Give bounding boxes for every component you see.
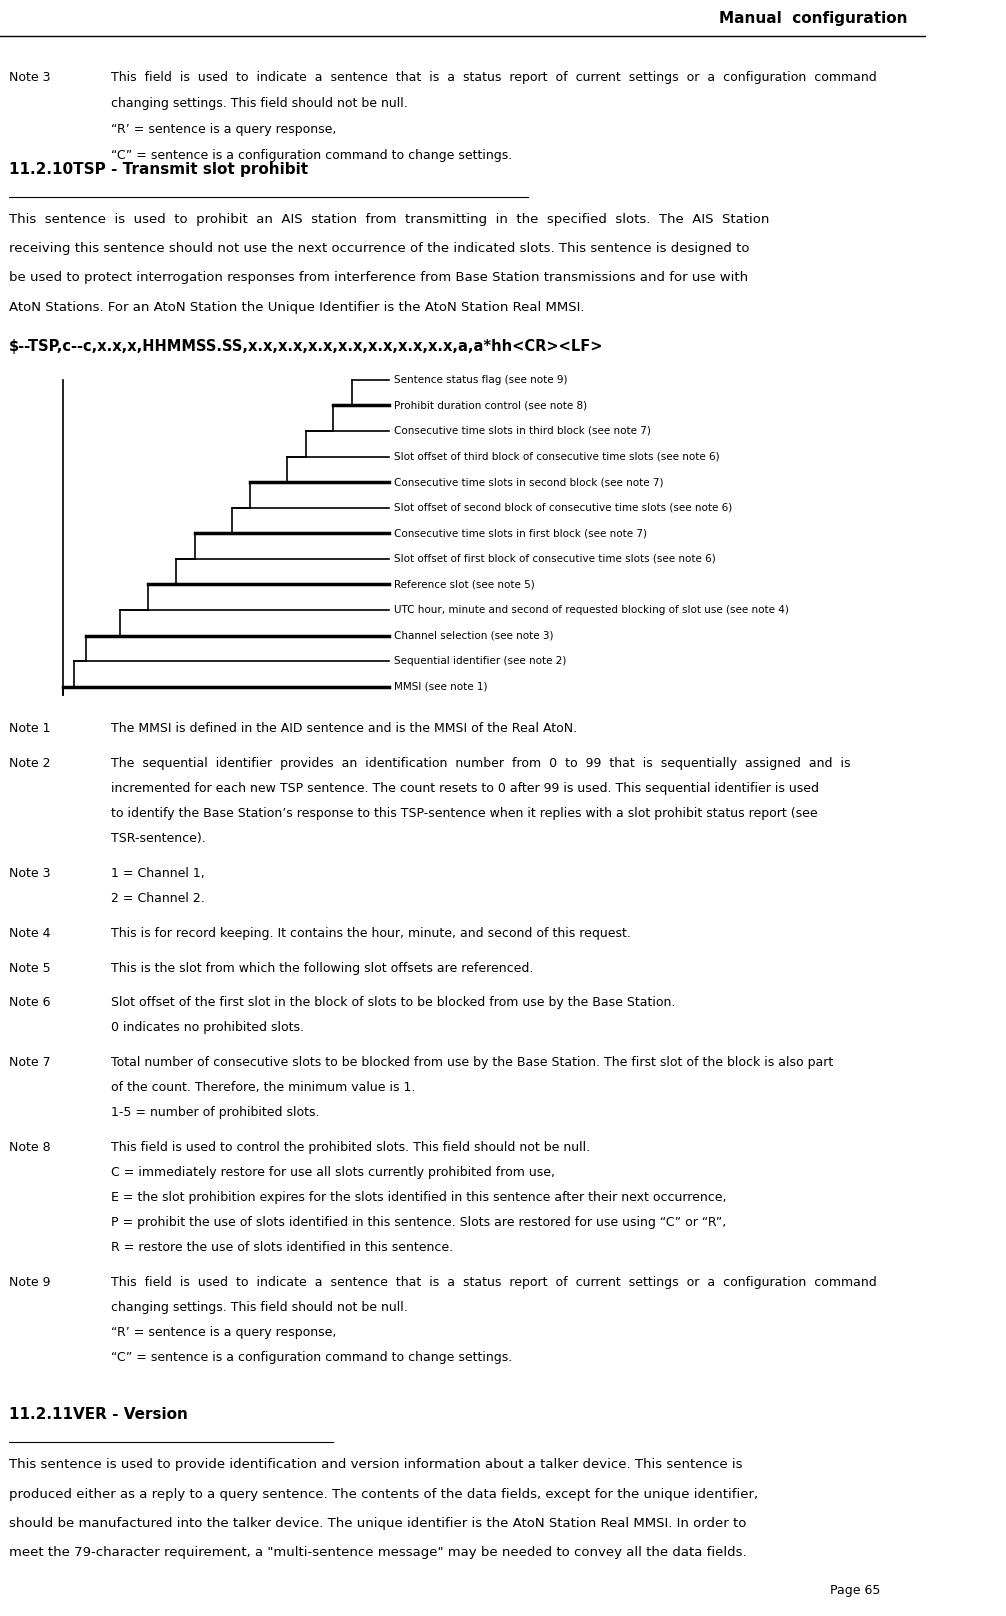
Text: Channel selection (see note 3): Channel selection (see note 3) — [393, 630, 553, 640]
Text: Sequential identifier (see note 2): Sequential identifier (see note 2) — [393, 656, 566, 666]
Text: Slot offset of third block of consecutive time slots (see note 6): Slot offset of third block of consecutiv… — [393, 451, 719, 462]
Text: Note 3: Note 3 — [9, 71, 50, 84]
Text: changing settings. This field should not be null.: changing settings. This field should not… — [111, 97, 407, 110]
Text: This field is used to control the prohibited slots. This field should not be nul: This field is used to control the prohib… — [111, 1141, 591, 1154]
Text: Note 2: Note 2 — [9, 756, 50, 771]
Text: Page 65: Page 65 — [830, 1584, 880, 1597]
Text: produced either as a reply to a query sentence. The contents of the data fields,: produced either as a reply to a query se… — [9, 1487, 759, 1501]
Text: “R’ = sentence is a query response,: “R’ = sentence is a query response, — [111, 1325, 337, 1340]
Text: of the count. Therefore, the minimum value is 1.: of the count. Therefore, the minimum val… — [111, 1081, 415, 1094]
Text: C = immediately restore for use all slots currently prohibited from use,: C = immediately restore for use all slot… — [111, 1165, 555, 1180]
Text: This sentence is used to provide identification and version information about a : This sentence is used to provide identif… — [9, 1458, 742, 1472]
Text: “C” = sentence is a configuration command to change settings.: “C” = sentence is a configuration comman… — [111, 149, 512, 162]
Text: This is for record keeping. It contains the hour, minute, and second of this req: This is for record keeping. It contains … — [111, 926, 631, 941]
Text: This is the slot from which the following slot offsets are referenced.: This is the slot from which the followin… — [111, 962, 533, 974]
Text: Consecutive time slots in third block (see note 7): Consecutive time slots in third block (s… — [393, 427, 651, 436]
Text: AtoN Stations. For an AtoN Station the Unique Identifier is the AtoN Station Rea: AtoN Stations. For an AtoN Station the U… — [9, 301, 584, 314]
Text: The  sequential  identifier  provides  an  identification  number  from  0  to  : The sequential identifier provides an id… — [111, 756, 851, 771]
Text: 1-5 = number of prohibited slots.: 1-5 = number of prohibited slots. — [111, 1105, 320, 1120]
Text: 0 indicates no prohibited slots.: 0 indicates no prohibited slots. — [111, 1021, 304, 1034]
Text: Note 3: Note 3 — [9, 866, 50, 881]
Text: incremented for each new TSP sentence. The count resets to 0 after 99 is used. T: incremented for each new TSP sentence. T… — [111, 782, 819, 795]
Text: Note 7: Note 7 — [9, 1055, 51, 1070]
Text: receiving this sentence should not use the next occurrence of the indicated slot: receiving this sentence should not use t… — [9, 242, 749, 255]
Text: “C” = sentence is a configuration command to change settings.: “C” = sentence is a configuration comman… — [111, 1351, 512, 1364]
Text: Note 9: Note 9 — [9, 1275, 50, 1290]
Text: Consecutive time slots in first block (see note 7): Consecutive time slots in first block (s… — [393, 528, 647, 538]
Text: R = restore the use of slots identified in this sentence.: R = restore the use of slots identified … — [111, 1241, 454, 1254]
Text: Note 8: Note 8 — [9, 1141, 51, 1154]
Text: This  field  is  used  to  indicate  a  sentence  that  is  a  status  report  o: This field is used to indicate a sentenc… — [111, 1275, 877, 1290]
Text: meet the 79-character requirement, a "multi-sentence message" may be needed to c: meet the 79-character requirement, a "mu… — [9, 1545, 746, 1559]
Text: Note 6: Note 6 — [9, 995, 50, 1010]
Text: 2 = Channel 2.: 2 = Channel 2. — [111, 892, 205, 905]
Text: Prohibit duration control (see note 8): Prohibit duration control (see note 8) — [393, 401, 586, 410]
Text: Manual  configuration: Manual configuration — [719, 11, 907, 26]
Text: TSR-sentence).: TSR-sentence). — [111, 832, 206, 845]
Text: changing settings. This field should not be null.: changing settings. This field should not… — [111, 1301, 407, 1314]
Text: This  field  is  used  to  indicate  a  sentence  that  is  a  status  report  o: This field is used to indicate a sentenc… — [111, 71, 877, 84]
Text: Sentence status flag (see note 9): Sentence status flag (see note 9) — [393, 375, 567, 385]
Text: be used to protect interrogation responses from interference from Base Station t: be used to protect interrogation respons… — [9, 271, 748, 284]
Text: The MMSI is defined in the AID sentence and is the MMSI of the Real AtoN.: The MMSI is defined in the AID sentence … — [111, 722, 577, 735]
Text: Total number of consecutive slots to be blocked from use by the Base Station. Th: Total number of consecutive slots to be … — [111, 1055, 833, 1070]
Text: Slot offset of second block of consecutive time slots (see note 6): Slot offset of second block of consecuti… — [393, 503, 732, 512]
Text: 11.2.10TSP - Transmit slot prohibit: 11.2.10TSP - Transmit slot prohibit — [9, 162, 309, 176]
Text: MMSI (see note 1): MMSI (see note 1) — [393, 682, 487, 692]
Text: UTC hour, minute and second of requested blocking of slot use (see note 4): UTC hour, minute and second of requested… — [393, 604, 789, 616]
Text: should be manufactured into the talker device. The unique identifier is the AtoN: should be manufactured into the talker d… — [9, 1516, 746, 1530]
Text: “R’ = sentence is a query response,: “R’ = sentence is a query response, — [111, 123, 337, 136]
Text: Note 1: Note 1 — [9, 722, 50, 735]
Text: This  sentence  is  used  to  prohibit  an  AIS  station  from  transmitting  in: This sentence is used to prohibit an AIS… — [9, 213, 770, 226]
Text: E = the slot prohibition expires for the slots identified in this sentence after: E = the slot prohibition expires for the… — [111, 1191, 726, 1204]
Text: Note 5: Note 5 — [9, 962, 51, 974]
Text: $--TSP,c--c,x.x,x,HHMMSS.SS,x.x,x.x,x.x,x.x,x.x,x.x,x.x,a,a*hh<CR><LF>: $--TSP,c--c,x.x,x,HHMMSS.SS,x.x,x.x,x.x,… — [9, 339, 604, 354]
Text: P = prohibit the use of slots identified in this sentence. Slots are restored fo: P = prohibit the use of slots identified… — [111, 1215, 726, 1230]
Text: to identify the Base Station’s response to this TSP-sentence when it replies wit: to identify the Base Station’s response … — [111, 806, 818, 821]
Text: Consecutive time slots in second block (see note 7): Consecutive time slots in second block (… — [393, 477, 663, 486]
Text: 11.2.11VER - Version: 11.2.11VER - Version — [9, 1406, 188, 1422]
Text: Slot offset of the first slot in the block of slots to be blocked from use by th: Slot offset of the first slot in the blo… — [111, 995, 676, 1010]
Text: Reference slot (see note 5): Reference slot (see note 5) — [393, 580, 534, 590]
Text: 1 = Channel 1,: 1 = Channel 1, — [111, 866, 205, 881]
Text: Slot offset of first block of consecutive time slots (see note 6): Slot offset of first block of consecutiv… — [393, 554, 715, 564]
Text: Note 4: Note 4 — [9, 926, 50, 941]
